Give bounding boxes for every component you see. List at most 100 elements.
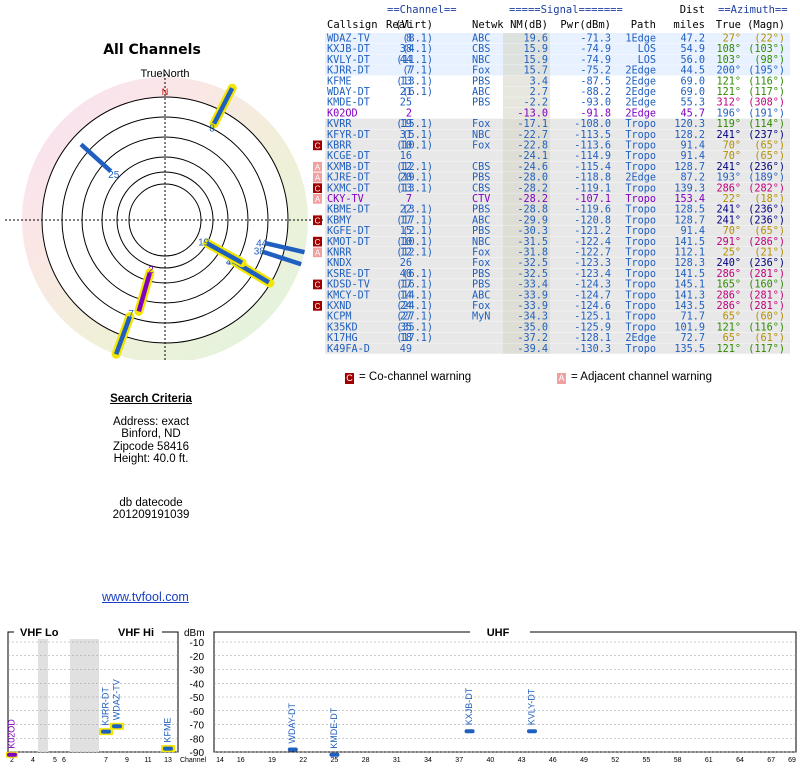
cell-dist: 45.7 [680, 108, 705, 119]
uhf-label: UHF [487, 627, 510, 639]
group-header-signal: =====Signal======= [509, 4, 623, 16]
cell-nm: 3.4 [530, 76, 548, 87]
cell-callsign: WDAZ-TV [327, 34, 370, 45]
station-bar [265, 241, 306, 255]
cell-dist: 112.1 [674, 248, 705, 259]
x-tick-label: 2 [10, 757, 14, 764]
y-tick-label: -40 [190, 679, 205, 690]
cell-nm: -28.2 [517, 183, 548, 194]
cell-dist: 91.4 [680, 226, 705, 237]
tvfool-link[interactable]: www.tvfool.com [102, 590, 189, 604]
cell-dist: 69.0 [680, 76, 705, 87]
cell-dist: 91.4 [680, 141, 705, 152]
cell-pwr: -119.1 [574, 183, 611, 194]
cell-dist: 71.7 [680, 312, 705, 323]
table-row-bg [325, 172, 790, 183]
cell-virt: (19.1) [396, 173, 433, 184]
cell-azimuth-true: 121° [716, 76, 741, 87]
y-tick-label: -20 [190, 652, 205, 663]
nm-cell-bg [503, 172, 550, 183]
cell-azimuth-magn: (61°) [754, 333, 785, 344]
station-bar [114, 315, 132, 355]
cell-azimuth-true: 65° [723, 312, 741, 323]
cell-callsign: KMOT-DT [327, 237, 370, 248]
cell-netwk: Fox [472, 258, 490, 269]
nm-cell-bg [503, 257, 550, 269]
cell-nm: -29.9 [517, 215, 548, 226]
y-tick-label: -80 [190, 734, 205, 745]
cell-callsign: K35KD [327, 322, 358, 333]
cell-azimuth-true: 121° [716, 344, 741, 355]
cell-pwr: -74.9 [580, 55, 611, 66]
station-label: 8 [209, 123, 215, 134]
cell-azimuth-true: 121° [716, 87, 741, 98]
adjacent-warning-icon: A [557, 373, 566, 384]
cell-callsign: CKY-TV [327, 194, 364, 205]
warning-letter: C [315, 142, 321, 151]
warning-box [313, 194, 322, 204]
cell-netwk: CBS [472, 183, 490, 194]
cell-azimuth-true: 241° [716, 130, 741, 141]
point-label: KJRR-DT [100, 687, 110, 726]
cell-callsign: KMCY-DT [327, 290, 370, 301]
cell-real: 38 [400, 44, 412, 55]
cell-path: Tropo [625, 269, 656, 280]
cell-azimuth-magn: (65°) [754, 151, 785, 162]
datecode-label: db datecode [119, 496, 183, 509]
cell-nm: -31.5 [517, 237, 548, 248]
cell-callsign: KSRE-DT [327, 269, 370, 280]
cell-real: 12 [400, 162, 412, 173]
cell-netwk: CBS [472, 162, 490, 173]
table-row-bg [325, 43, 790, 55]
cell-dist: 141.5 [674, 237, 705, 248]
cell-netwk: NBC [472, 55, 490, 66]
x-tick-label: 5 [53, 757, 57, 764]
cell-azimuth-true: 103° [716, 55, 741, 66]
cell-pwr: -88.2 [580, 87, 611, 98]
cell-virt: (24.1) [396, 301, 433, 312]
cell-dist: 128.7 [674, 215, 705, 226]
warning-box [313, 183, 322, 193]
cell-real: 22 [400, 205, 412, 216]
cell-azimuth-magn: (114°) [748, 119, 785, 130]
cell-dist: 139.3 [674, 183, 705, 194]
cell-azimuth-true: 286° [716, 290, 741, 301]
cell-dist: 91.4 [680, 151, 705, 162]
cell-real: 27 [400, 312, 412, 323]
x-tick-label: 6 [62, 757, 66, 764]
x-tick-label: 64 [736, 757, 744, 764]
cell-path: 1Edge [625, 34, 656, 45]
station-bar [79, 142, 113, 173]
table-row-bg [325, 65, 790, 76]
cell-path: Tropo [625, 194, 656, 205]
cell-nm: 2.7 [530, 87, 548, 98]
cell-azimuth-magn: (282°) [748, 183, 785, 194]
x-tick-label: 46 [549, 757, 557, 764]
cell-callsign: KGFE-DT [327, 226, 370, 237]
cell-azimuth-magn: (281°) [748, 269, 785, 280]
cell-nm: 19.6 [523, 34, 548, 45]
cell-nm: -33.4 [517, 280, 548, 291]
cell-virt: (13.1) [396, 76, 433, 87]
cell-path: Tropo [625, 183, 656, 194]
cell-azimuth-true: 240° [716, 258, 741, 269]
cell-dist: 135.5 [674, 344, 705, 355]
cell-path: Tropo [625, 119, 656, 130]
cell-nm: -33.9 [517, 301, 548, 312]
table-row-bg [325, 289, 790, 301]
cell-netwk: Fox [472, 301, 490, 312]
cell-pwr: -123.3 [574, 258, 611, 269]
cell-real: 17 [400, 215, 412, 226]
spectrum-point: KVLY-DT [526, 688, 537, 734]
point-label: KXJB-DT [464, 687, 474, 725]
nm-cell-bg [503, 182, 550, 194]
cochannel-warning-icon: C [313, 183, 322, 193]
cell-path: 2Edge [625, 173, 656, 184]
cell-netwk: NBC [472, 130, 490, 141]
nm-cell-bg [503, 268, 550, 280]
cell-nm: -32.5 [517, 258, 548, 269]
table-row-bg [325, 161, 790, 173]
cell-azimuth-true: 193° [716, 173, 741, 184]
x-tick-label: 28 [362, 757, 370, 764]
table-row-bg [325, 97, 790, 108]
